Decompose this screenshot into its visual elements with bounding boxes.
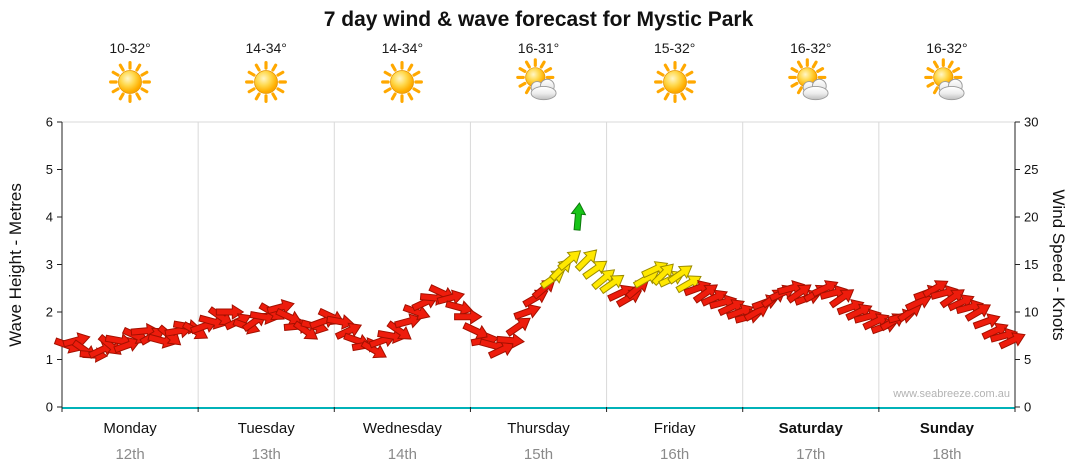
wind-arrow [570,202,587,231]
wind-arrow [700,289,728,307]
day-name-label: Tuesday [238,420,295,437]
wind-arrow [922,280,949,299]
left-axis-tick-label: 6 [46,115,53,130]
wind-arrow [599,274,625,295]
day-name-label: Saturday [779,420,844,437]
day-date-label: 15th [524,446,553,463]
wind-arrows [53,202,1026,363]
wind-arrow [113,337,142,354]
day-date-label: 18th [932,446,961,463]
wind-arrow [574,249,598,272]
left-axis-tick-label: 3 [46,257,53,272]
day-name-label: Friday [654,420,696,437]
wind-arrow [496,332,525,349]
left-axis-tick-label: 0 [46,400,53,415]
left-axis-tick-label: 2 [46,305,53,320]
wind-arrow [334,322,363,340]
left-axis-tick-label: 5 [46,162,53,177]
watermark: www.seabreeze.com.au [893,388,1010,400]
wind-arrow [828,289,855,309]
wind-arrow [557,250,582,272]
wind-arrow [445,300,474,316]
wind-arrow [402,304,431,321]
right-axis-tick-label: 25 [1024,162,1038,177]
wind-arrow [487,341,516,359]
wind-arrow [326,314,355,330]
wind-arrow [845,303,873,321]
wind-arrow [454,308,483,325]
wind-arrow [964,303,992,322]
wind-arrow [667,265,693,285]
right-axis-tick-label: 15 [1024,257,1038,272]
day-date-label: 13th [252,446,281,463]
wind-arrow [215,304,245,320]
right-axis-tick-label: 5 [1024,352,1031,367]
wind-arrow [266,299,295,315]
wind-arrow [998,332,1026,350]
left-axis-tick-label: 1 [46,352,53,367]
wind-arrow [582,260,608,280]
day-name-label: Sunday [920,420,975,437]
day-date-label: 12th [115,446,144,463]
wind-arrow [862,313,890,331]
wind-arrow [360,340,387,359]
right-axis-tick-label: 20 [1024,210,1038,225]
day-name-label: Monday [103,420,157,437]
day-name-label: Thursday [507,420,570,437]
day-date-label: 17th [796,446,825,463]
page-title: 7 day wind & wave forecast for Mystic Pa… [323,8,754,31]
right-axis-tick-label: 10 [1024,305,1038,320]
axis-ticks: 0 1 2 3 4 5 6 0 5 10 15 20 25 30 [46,115,1039,415]
gridlines [61,121,1016,407]
wind-arrow [972,313,1001,330]
wind-arrow [811,280,839,298]
wind-arrow [394,313,423,329]
wind-arrow [292,320,319,340]
wind-arrow [505,317,531,337]
wind-arrow [513,303,542,320]
wind-arrow [947,294,975,312]
wind-arrow [717,299,745,317]
day-name-label: Wednesday [363,420,442,437]
wind-arrow [436,289,466,305]
left-axis-tick-label: 4 [46,210,53,225]
day-date-label: 14th [388,446,417,463]
right-axis-tick-label: 0 [1024,400,1031,415]
wind-arrow [981,322,1009,340]
wind-arrow [386,320,412,340]
x-axis-labels: Monday 12th Tuesday 13th Wednesday 14th Thursd… [103,420,974,463]
wind-arrow [651,263,674,287]
day-date-label: 16th [660,446,689,463]
right-axis-tick-label: 30 [1024,115,1038,130]
